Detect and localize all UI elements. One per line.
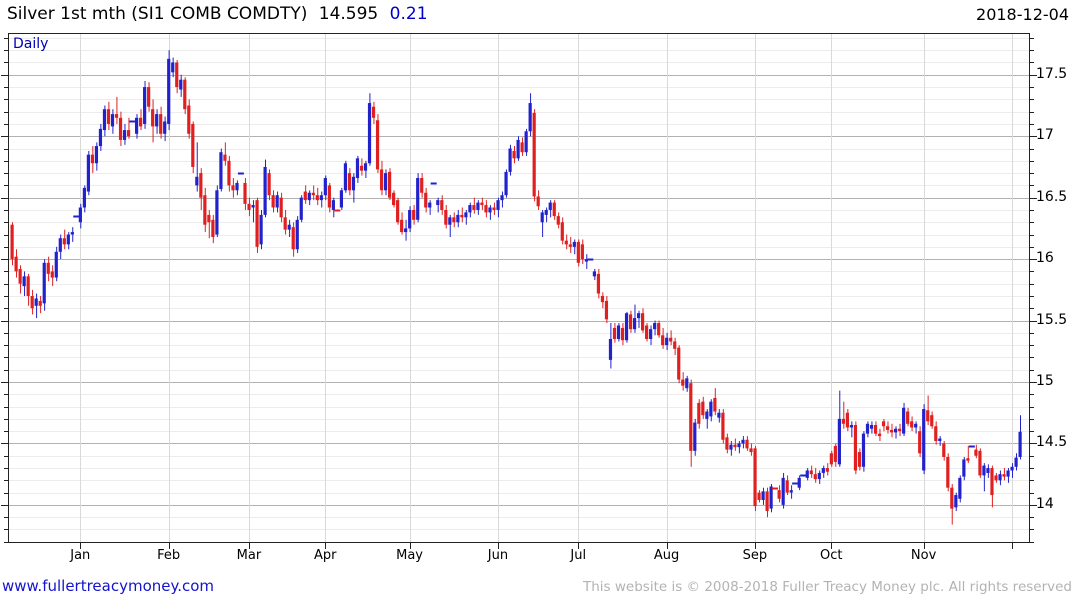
x-axis-label: Feb xyxy=(157,548,181,563)
y-axis-label: 17 xyxy=(1036,127,1054,144)
last-price: 14.595 xyxy=(318,4,379,24)
x-axis-label: May xyxy=(396,548,424,563)
x-axis-label: Oct xyxy=(820,548,843,563)
y-axis-label: 15 xyxy=(1036,373,1054,389)
y-axis-label: 16 xyxy=(1036,250,1054,267)
y-axis-label: 17.5 xyxy=(1036,65,1068,82)
page-title: Silver 1st mth (SI1 COMB COMDTY) 14.595 … xyxy=(7,4,428,24)
x-axis-label: Jul xyxy=(570,548,587,563)
footer-website-link[interactable]: www.fullertreacymoney.com xyxy=(2,577,215,595)
y-axis-label: 15.5 xyxy=(1036,311,1068,328)
x-axis-label: Apr xyxy=(313,548,337,563)
price-change: 0.21 xyxy=(389,4,428,24)
x-axis-label: Jan xyxy=(70,548,91,563)
x-axis-label: Jun xyxy=(487,548,509,563)
x-axis-label: Nov xyxy=(910,548,937,563)
x-axis-label: Aug xyxy=(653,548,680,563)
instrument-name: Silver 1st mth (SI1 COMB COMDTY) xyxy=(7,4,308,24)
y-axis-label: 14.5 xyxy=(1036,434,1068,451)
chart-date: 2018-12-04 xyxy=(976,5,1069,24)
y-axis-label: 16.5 xyxy=(1036,188,1068,205)
y-axis-label: 14 xyxy=(1036,495,1054,512)
x-axis-label: Sep xyxy=(742,548,768,563)
x-axis-label: Mar xyxy=(236,548,262,563)
frequency-label: Daily xyxy=(13,36,49,52)
copyright-text: This website is © 2008-2018 Fuller Treac… xyxy=(583,579,1072,595)
